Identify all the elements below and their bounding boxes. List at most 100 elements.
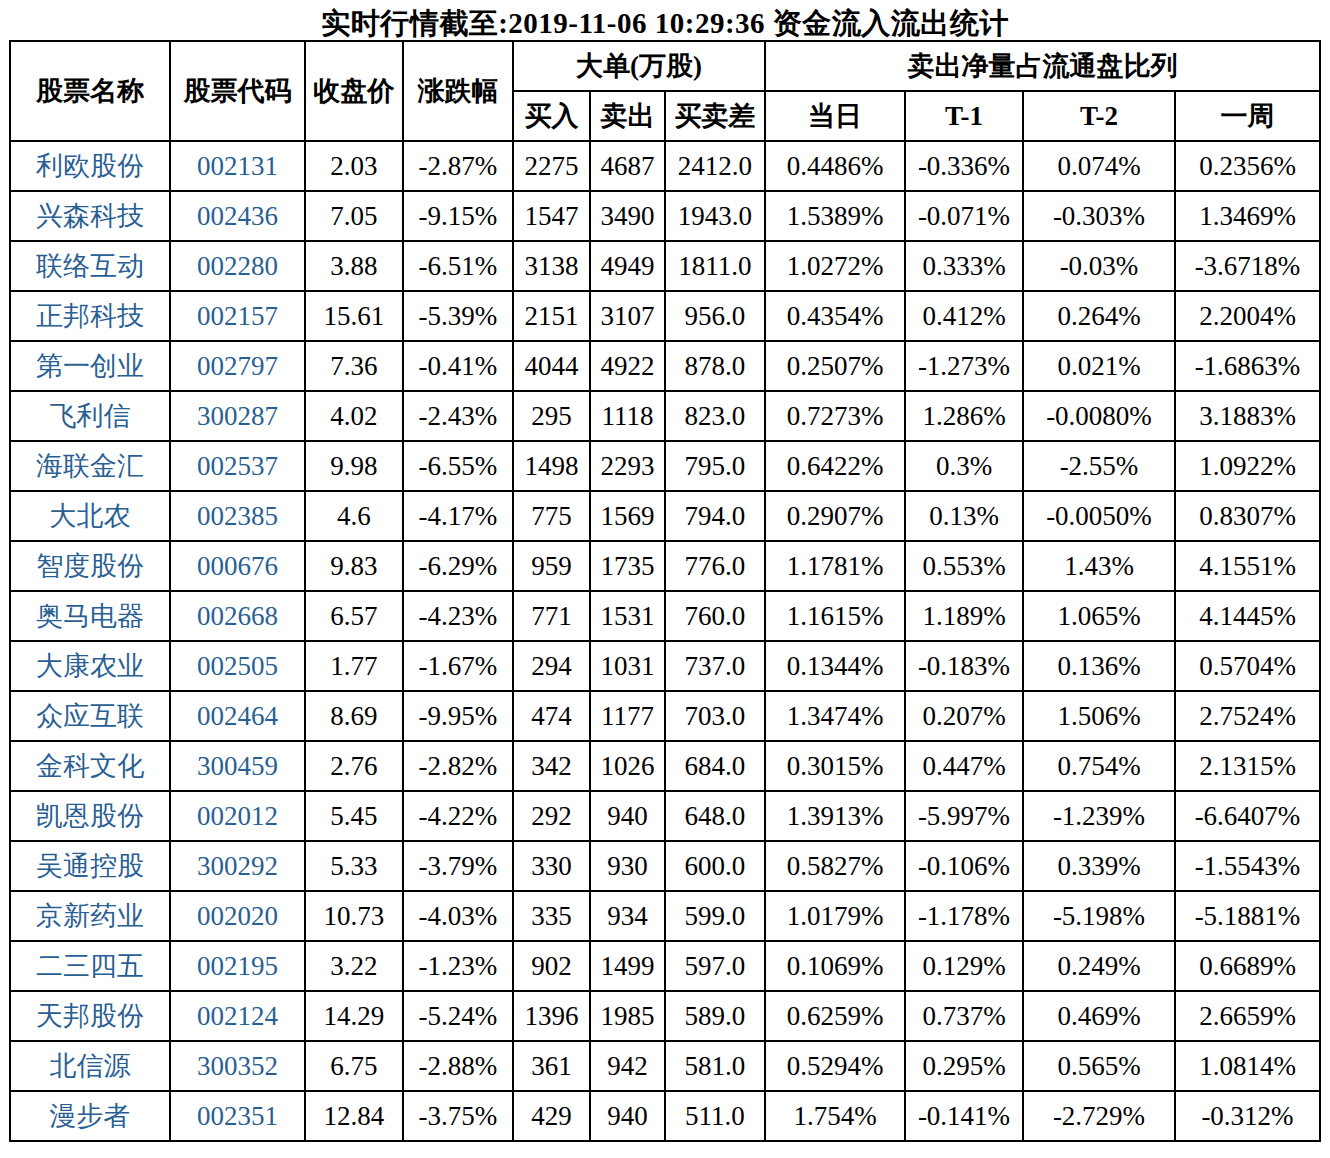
cell-stock-code: 002131 [170, 141, 305, 191]
cell-stock-name: 第一创业 [10, 341, 170, 391]
cell-stock-code: 002436 [170, 191, 305, 241]
cell-stock-code: 002385 [170, 491, 305, 541]
table-row: 海联金汇0025379.98-6.55%14982293795.00.6422%… [10, 441, 1320, 491]
cell-ratio-t1: 0.447% [905, 741, 1023, 791]
table-row: 奥马电器0026686.57-4.23%7711531760.01.1615%1… [10, 591, 1320, 641]
cell-buy-volume: 474 [513, 691, 590, 741]
cell-buy-sell-diff: 2412.0 [665, 141, 765, 191]
table-row: 京新药业00202010.73-4.03%335934599.01.0179%-… [10, 891, 1320, 941]
header-sell: 卖出 [590, 91, 665, 141]
cell-sell-volume: 3107 [590, 291, 665, 341]
cell-buy-sell-diff: 1943.0 [665, 191, 765, 241]
cell-ratio-today: 0.2507% [765, 341, 905, 391]
report-title: 实时行情截至:2019-11-06 10:29:36 资金流入流出统计 [0, 0, 1330, 40]
cell-ratio-week: 4.1445% [1175, 591, 1320, 641]
cell-change-pct: -3.75% [403, 1091, 513, 1141]
cell-ratio-t1: 0.207% [905, 691, 1023, 741]
cell-ratio-today: 0.4486% [765, 141, 905, 191]
cell-close-price: 7.05 [305, 191, 403, 241]
cell-sell-volume: 4922 [590, 341, 665, 391]
cell-change-pct: -4.03% [403, 891, 513, 941]
cell-change-pct: -2.88% [403, 1041, 513, 1091]
cell-ratio-t2: 0.754% [1023, 741, 1175, 791]
cell-ratio-t2: 0.136% [1023, 641, 1175, 691]
cell-close-price: 4.02 [305, 391, 403, 441]
cell-stock-code: 002195 [170, 941, 305, 991]
table-row: 利欧股份0021312.03-2.87%227546872412.00.4486… [10, 141, 1320, 191]
cell-change-pct: -6.29% [403, 541, 513, 591]
cell-ratio-t1: 0.3% [905, 441, 1023, 491]
cell-stock-code: 002537 [170, 441, 305, 491]
cell-stock-name: 正邦科技 [10, 291, 170, 341]
cell-close-price: 3.88 [305, 241, 403, 291]
cell-close-price: 5.45 [305, 791, 403, 841]
cell-change-pct: -2.87% [403, 141, 513, 191]
cell-stock-name: 二三四五 [10, 941, 170, 991]
cell-close-price: 12.84 [305, 1091, 403, 1141]
cell-buy-sell-diff: 737.0 [665, 641, 765, 691]
cell-buy-volume: 1396 [513, 991, 590, 1041]
cell-close-price: 15.61 [305, 291, 403, 341]
cell-change-pct: -2.43% [403, 391, 513, 441]
header-group-large-orders: 大单(万股) [513, 41, 765, 91]
header-stock-code: 股票代码 [170, 41, 305, 141]
cell-stock-code: 002124 [170, 991, 305, 1041]
cell-ratio-t2: 0.249% [1023, 941, 1175, 991]
header-group-net-sell-ratio: 卖出净量占流通盘比列 [765, 41, 1320, 91]
cell-stock-name: 北信源 [10, 1041, 170, 1091]
cell-stock-name: 飞利信 [10, 391, 170, 441]
cell-buy-sell-diff: 684.0 [665, 741, 765, 791]
cell-close-price: 2.76 [305, 741, 403, 791]
cell-change-pct: -5.39% [403, 291, 513, 341]
cell-buy-volume: 959 [513, 541, 590, 591]
cell-ratio-today: 1.1781% [765, 541, 905, 591]
cell-ratio-week: -5.1881% [1175, 891, 1320, 941]
cell-ratio-week: -1.5543% [1175, 841, 1320, 891]
cell-buy-volume: 1547 [513, 191, 590, 241]
cell-buy-sell-diff: 648.0 [665, 791, 765, 841]
cell-buy-volume: 342 [513, 741, 590, 791]
cell-buy-sell-diff: 597.0 [665, 941, 765, 991]
cell-change-pct: -0.41% [403, 341, 513, 391]
cell-sell-volume: 1985 [590, 991, 665, 1041]
cell-sell-volume: 3490 [590, 191, 665, 241]
cell-ratio-today: 1.1615% [765, 591, 905, 641]
cell-ratio-today: 1.0272% [765, 241, 905, 291]
cell-buy-volume: 2151 [513, 291, 590, 341]
cell-ratio-t2: 0.469% [1023, 991, 1175, 1041]
table-row: 漫步者00235112.84-3.75%429940511.01.754%-0.… [10, 1091, 1320, 1141]
cell-stock-name: 大康农业 [10, 641, 170, 691]
cell-stock-code: 002668 [170, 591, 305, 641]
cell-buy-sell-diff: 760.0 [665, 591, 765, 641]
cell-ratio-t1: -1.273% [905, 341, 1023, 391]
table-row: 正邦科技00215715.61-5.39%21513107956.00.4354… [10, 291, 1320, 341]
cell-stock-name: 大北农 [10, 491, 170, 541]
cell-change-pct: -6.51% [403, 241, 513, 291]
cell-ratio-today: 0.6422% [765, 441, 905, 491]
cell-stock-name: 吴通控股 [10, 841, 170, 891]
cell-close-price: 3.22 [305, 941, 403, 991]
cell-buy-volume: 2275 [513, 141, 590, 191]
cell-ratio-t2: -0.0050% [1023, 491, 1175, 541]
cell-sell-volume: 934 [590, 891, 665, 941]
cell-ratio-today: 0.7273% [765, 391, 905, 441]
cell-ratio-t1: -0.183% [905, 641, 1023, 691]
table-row: 二三四五0021953.22-1.23%9021499597.00.1069%0… [10, 941, 1320, 991]
cell-buy-volume: 429 [513, 1091, 590, 1141]
cell-close-price: 7.36 [305, 341, 403, 391]
table-row: 金科文化3004592.76-2.82%3421026684.00.3015%0… [10, 741, 1320, 791]
cell-change-pct: -4.22% [403, 791, 513, 841]
header-close-price: 收盘价 [305, 41, 403, 141]
cell-ratio-t1: -0.106% [905, 841, 1023, 891]
cell-ratio-week: 0.2356% [1175, 141, 1320, 191]
cell-ratio-week: -1.6863% [1175, 341, 1320, 391]
cell-ratio-t2: 0.264% [1023, 291, 1175, 341]
cell-stock-code: 002280 [170, 241, 305, 291]
cell-change-pct: -1.23% [403, 941, 513, 991]
cell-stock-code: 300459 [170, 741, 305, 791]
header-diff: 买卖差 [665, 91, 765, 141]
cell-sell-volume: 1569 [590, 491, 665, 541]
cell-ratio-today: 1.3474% [765, 691, 905, 741]
cell-ratio-t2: -2.55% [1023, 441, 1175, 491]
cell-buy-sell-diff: 589.0 [665, 991, 765, 1041]
